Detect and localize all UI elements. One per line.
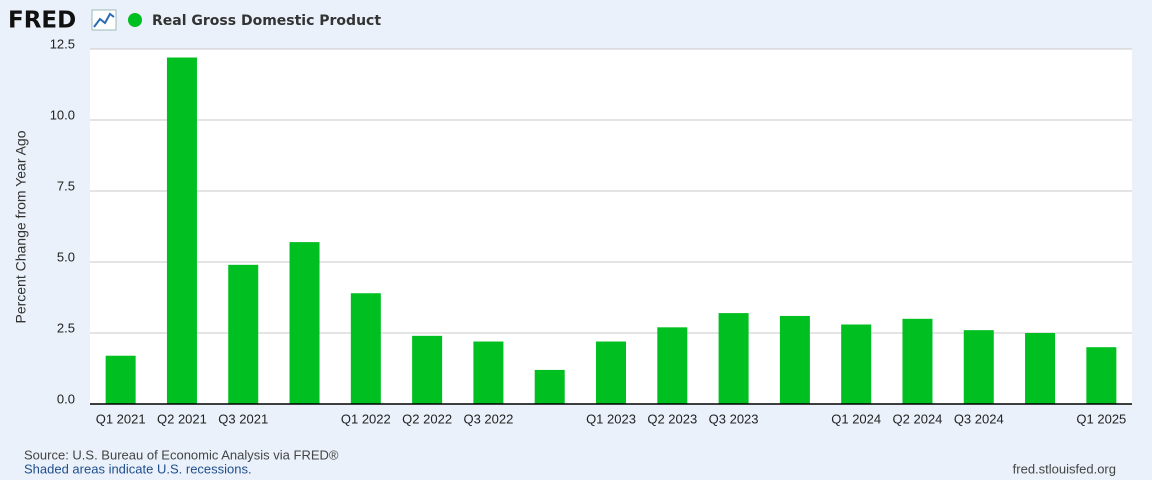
x-tick-label: Q3 2024 (954, 411, 1004, 426)
bar (657, 327, 688, 404)
bar (412, 335, 443, 404)
x-tick-label: Q3 2021 (218, 411, 268, 426)
x-tick-label: Q1 2022 (341, 411, 391, 426)
bar (841, 324, 872, 404)
bar (718, 313, 749, 404)
source: Source: U.S. Bureau of Economic Analysis… (24, 447, 339, 462)
bar (596, 341, 626, 404)
bar (289, 242, 320, 404)
bar (902, 318, 933, 404)
x-tick-label: Q2 2024 (893, 411, 943, 426)
legend-marker (128, 13, 142, 27)
x-tick-label: Q1 2021 (96, 411, 146, 426)
y-tick-label: 2.5 (57, 320, 75, 335)
bar (779, 315, 810, 404)
bar (963, 330, 994, 404)
y-tick-label: 5.0 (57, 249, 75, 264)
x-tick-label: Q1 2025 (1076, 411, 1126, 426)
bar (105, 355, 136, 404)
y-tick-label: 10.0 (50, 107, 75, 122)
x-tick-label: Q1 2024 (831, 411, 881, 426)
x-tick-label: Q2 2021 (157, 411, 207, 426)
bar (473, 341, 504, 404)
x-tick-label: Q2 2023 (647, 411, 697, 426)
x-tick-label: Q1 2023 (586, 411, 636, 426)
url[interactable]: fred.stlouisfed.org (1013, 461, 1116, 476)
logo-icon (91, 9, 117, 31)
bar (166, 57, 197, 405)
recession-note: Shaded areas indicate U.S. recessions. (24, 461, 252, 476)
bar (1025, 333, 1056, 404)
logo[interactable]: FRED (8, 8, 76, 34)
x-tick-label: Q3 2022 (463, 411, 513, 426)
y-axis-label: Percent Change from Year Ago (13, 130, 29, 323)
y-tick-label: 0.0 (57, 391, 75, 406)
y-tick-label: 7.5 (57, 178, 75, 193)
y-tick-label: 12.5 (50, 36, 75, 51)
x-tick-label: Q3 2023 (709, 411, 759, 426)
chart-title: Real Gross Domestic Product (152, 13, 381, 29)
bar (1086, 347, 1117, 404)
bar (534, 369, 565, 404)
bar (228, 264, 259, 404)
bar (350, 293, 381, 404)
x-tick-label: Q2 2022 (402, 411, 452, 426)
